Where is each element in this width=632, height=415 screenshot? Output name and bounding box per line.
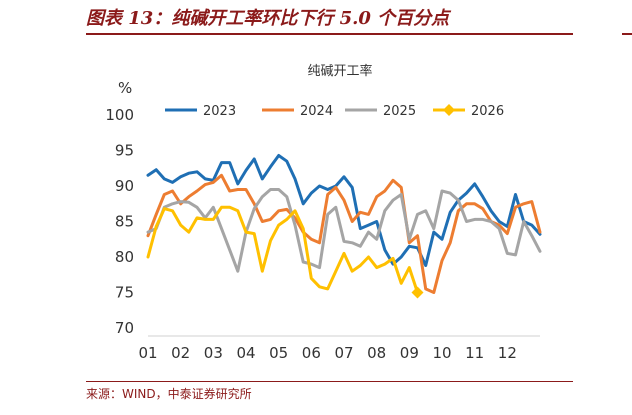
series-line-2024 [146,173,542,294]
y-tick-label: 100 [105,106,134,124]
y-tick-label: 70 [115,319,134,337]
legend-label-2026: 2026 [471,104,504,119]
series-line-2026 [146,205,419,294]
y-tick-label: 75 [115,284,134,302]
y-axis-unit: % [118,79,132,97]
x-tick-label: 09 [400,344,419,362]
series-end-marker [411,286,424,299]
chart-title: 纯碱开工率 [307,63,372,79]
x-tick-label: 07 [334,344,353,362]
legend-label-2025: 2025 [383,104,416,119]
x-tick-label: 12 [498,344,517,362]
title-rule [86,33,573,35]
x-tick-label: 06 [302,344,321,362]
x-tick-label: 04 [236,344,255,362]
y-tick-label: 90 [115,177,134,195]
y-axis-ticks: 70 75 80 85 90 95 100 [105,106,134,337]
legend: 2023 2024 2025 2026 [165,104,504,119]
figure-title: 图表 13：纯碱开工率环比下行 5.0 个百分点 [86,8,450,29]
x-tick-label: 02 [171,344,190,362]
x-tick-label: 11 [465,344,484,362]
y-tick-label: 85 [115,213,134,231]
x-tick-label: 03 [204,344,223,362]
source-note: 来源：WIND，中泰证券研究所 [86,387,252,401]
series-lines [146,154,542,299]
y-tick-label: 95 [115,142,134,160]
x-tick-label: 01 [138,344,157,362]
title-rule-fragment [622,33,632,35]
source-rule [86,381,573,382]
x-tick-label: 10 [432,344,451,362]
legend-label-2024: 2024 [300,104,333,119]
x-tick-label: 08 [367,344,386,362]
x-tick-label: 05 [269,344,288,362]
series-line-2025 [146,188,542,273]
series-line-2023 [146,154,542,267]
legend-marker [443,104,455,116]
line-chart: 纯碱开工率 % 2023 2024 2025 2026 707580859095100… [105,63,542,362]
legend-label-2023: 2023 [203,104,236,119]
x-axis-ticks: 01 02 03 04 05 06 07 08 09 10 11 12 [138,344,516,362]
y-tick-label: 80 [115,248,134,266]
